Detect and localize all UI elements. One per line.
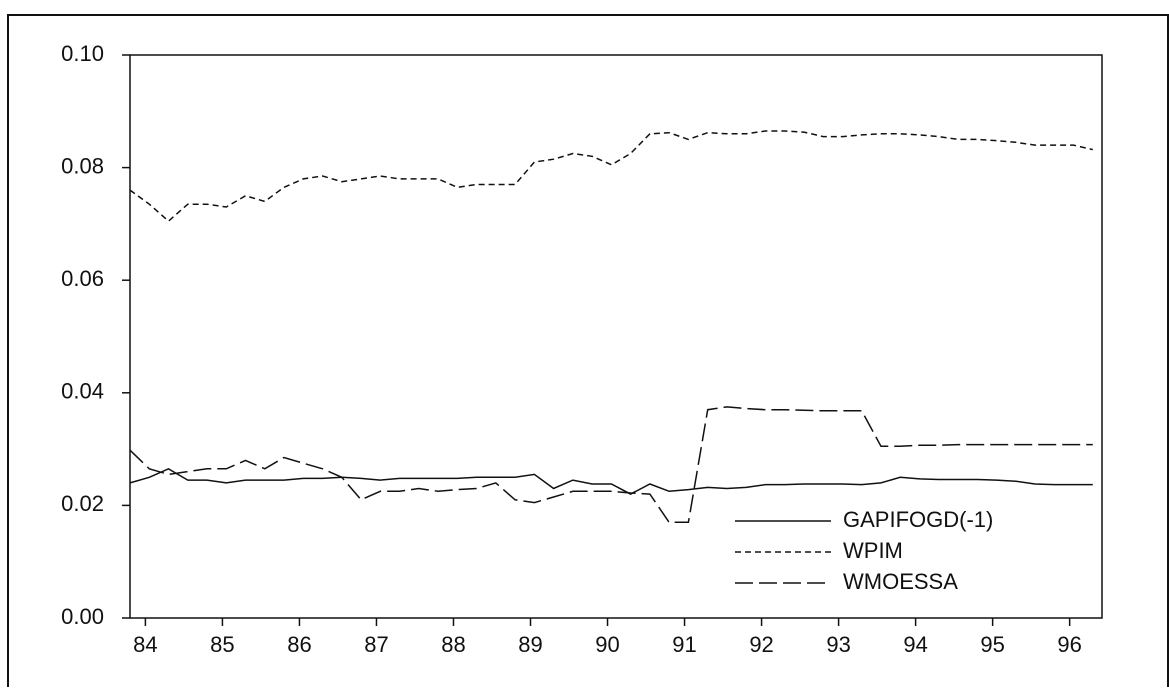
x-tick-label: 88: [441, 632, 465, 657]
x-tick-label: 85: [210, 632, 234, 657]
x-tick-label: 89: [518, 632, 542, 657]
x-tick-label: 93: [826, 632, 850, 657]
x-tick-label: 92: [749, 632, 773, 657]
x-tick-label: 90: [595, 632, 619, 657]
plot-area: [129, 54, 1103, 619]
y-tick-label: 0.08: [61, 153, 104, 178]
x-tick-label: 95: [980, 632, 1004, 657]
series-line: [129, 467, 1093, 495]
series-line: [129, 406, 1093, 524]
x-tick-label: 86: [287, 632, 311, 657]
x-tick-label: 94: [903, 632, 927, 657]
legend-label: WPIM: [843, 538, 903, 563]
y-tick-label: 0.04: [61, 379, 104, 404]
legend-label: WMOESSA: [843, 569, 958, 594]
series-line: [129, 130, 1093, 223]
frame: [7, 14, 1169, 692]
x-tick-label: 91: [672, 632, 696, 657]
y-tick-label: 0.00: [61, 604, 104, 629]
x-tick-label: 87: [364, 632, 388, 657]
y-tick-label: 0.06: [61, 266, 104, 291]
legend-label: GAPIFOGD(-1): [843, 507, 993, 532]
x-tick-label: 96: [1057, 632, 1081, 657]
y-tick-label: 0.10: [61, 41, 104, 66]
x-tick-label: 84: [133, 632, 157, 657]
y-tick-label: 0.02: [61, 491, 104, 516]
